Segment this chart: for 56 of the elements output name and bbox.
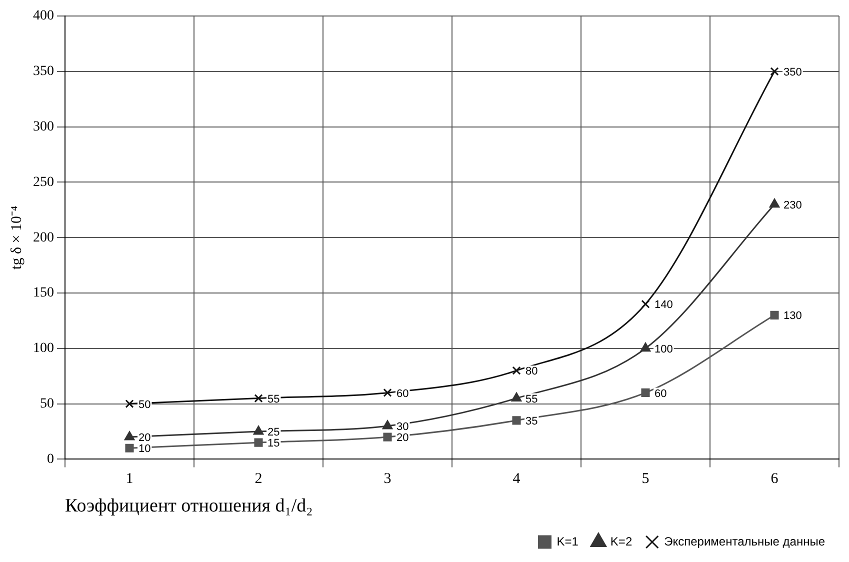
x-tick-label: 6	[770, 471, 779, 488]
y-tick-label: 100	[33, 341, 54, 356]
x-tick-label: 5	[642, 471, 650, 488]
point	[383, 432, 392, 442]
y-tick-label: 50	[40, 396, 54, 412]
point	[253, 426, 264, 435]
point	[640, 342, 651, 352]
data-label: 50	[138, 398, 151, 411]
y-tick-label: 250	[33, 174, 54, 190]
point	[641, 388, 650, 398]
y-tick-label: 400	[33, 8, 54, 24]
y-tick-label: 150	[33, 286, 54, 301]
point	[769, 198, 780, 208]
data-label: 20	[396, 432, 409, 444]
point	[382, 420, 393, 430]
point	[254, 394, 263, 403]
point	[125, 444, 134, 452]
data-label: 30	[396, 420, 409, 433]
data-label: 35	[526, 415, 538, 428]
data-label: 55	[268, 393, 280, 406]
x-tick-label: 3	[384, 471, 392, 488]
point	[770, 67, 779, 76]
point	[124, 431, 135, 440]
legend-label: K=1	[556, 534, 579, 548]
point	[512, 366, 521, 375]
data-label: 15	[268, 438, 280, 450]
data-label: 25	[268, 426, 280, 439]
legend-label: K=2	[610, 534, 632, 548]
data-label: 130	[784, 310, 802, 322]
point	[254, 438, 263, 447]
y-tick-label: 300	[33, 119, 54, 134]
data-label: 60	[396, 388, 409, 400]
data-label: 230	[784, 199, 802, 212]
data-label: 140	[654, 299, 673, 312]
point	[125, 400, 134, 408]
data-label: 80	[526, 366, 538, 378]
y-tick-label: 0	[47, 452, 54, 467]
data-label: 20	[138, 432, 151, 444]
data-label: 60	[654, 388, 667, 400]
x-tick-label: 4	[512, 471, 521, 488]
point	[511, 392, 522, 402]
legend-label: Экспериментальные данные	[664, 534, 826, 548]
y-tick-label: 350	[33, 64, 54, 80]
x-tick-label: 1	[126, 471, 134, 488]
x-axis-title: Коэффициент отношения d₁/d₂	[65, 496, 313, 517]
point	[770, 310, 779, 320]
x-tick-label: 2	[254, 471, 262, 488]
y-axis-title: tg δ × 10⁻⁴	[8, 206, 25, 270]
data-label: 55	[526, 393, 538, 406]
data-label: 350	[784, 66, 802, 78]
point	[512, 416, 521, 425]
y-tick-label: 200	[33, 230, 54, 246]
data-label: 10	[138, 443, 151, 456]
point	[383, 388, 392, 398]
data-label: 100	[654, 343, 673, 356]
point	[641, 300, 650, 308]
